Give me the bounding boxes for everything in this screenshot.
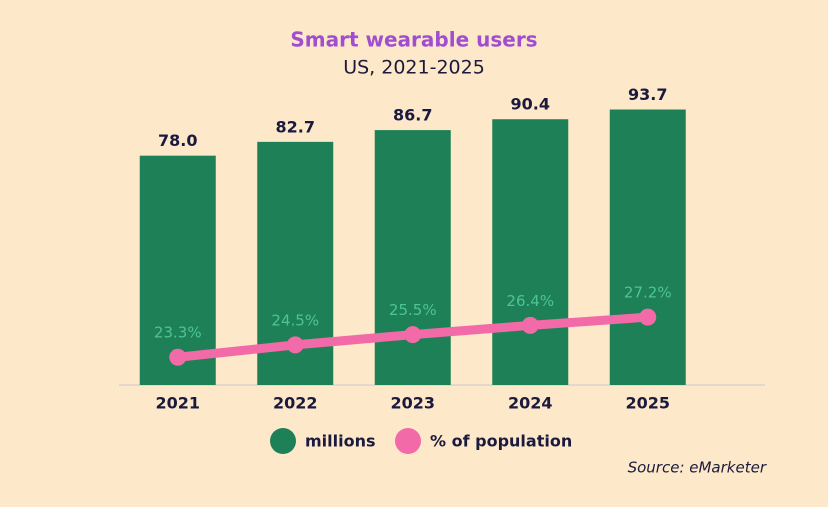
bar-value-label: 86.7 <box>393 106 432 125</box>
source: Source: eMarketer <box>628 459 767 477</box>
x-tick-label: 2023 <box>390 394 435 413</box>
bar <box>609 109 686 385</box>
bar-value-label: 82.7 <box>276 117 315 136</box>
x-tick-label: 2021 <box>155 394 200 413</box>
line-point <box>639 308 657 326</box>
x-tick-label: 2025 <box>625 394 670 413</box>
line-value-label: 26.4% <box>506 292 554 310</box>
line-point <box>286 336 304 354</box>
line-value-label: 24.5% <box>271 311 319 329</box>
chart-subtitle: US, 2021-2025 <box>343 57 485 79</box>
x-tick-label: 2022 <box>273 394 318 413</box>
line-point <box>404 326 422 344</box>
bar-value-label: 90.4 <box>511 95 550 114</box>
line-value-label: 25.5% <box>389 301 437 319</box>
line-value-label: 23.3% <box>154 324 202 342</box>
line-point <box>169 348 187 366</box>
legend-swatch <box>395 428 421 454</box>
x-tick-label: 2024 <box>508 394 553 413</box>
line-value-label: 27.2% <box>624 284 672 302</box>
line-point <box>521 316 539 334</box>
bar <box>374 130 451 385</box>
legend-label: % of population <box>430 432 572 451</box>
legend-swatch <box>270 428 296 454</box>
bar-value-label: 93.7 <box>628 85 667 104</box>
legend-label: millions <box>305 432 376 451</box>
bar <box>492 119 569 385</box>
bar-value-label: 78.0 <box>158 131 197 150</box>
chart-title: Smart wearable users <box>290 28 537 52</box>
bar <box>139 155 216 385</box>
